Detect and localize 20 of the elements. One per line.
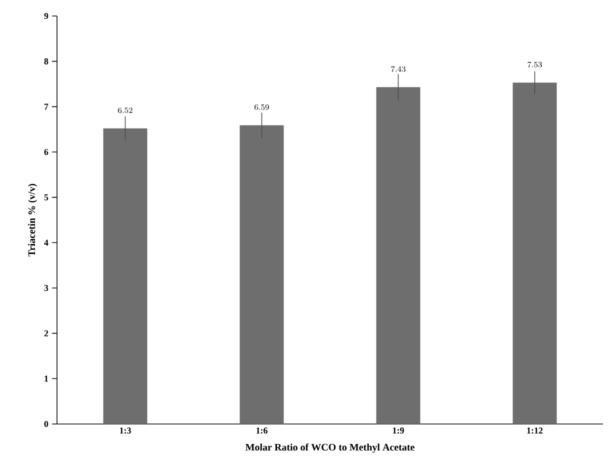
x-tick-label: 1:3: [120, 428, 131, 434]
y-tick-label: 2: [44, 330, 48, 336]
x-tick-label: 1:9: [392, 428, 404, 434]
data-label: 7.43: [391, 66, 406, 72]
y-tick-label: 0: [44, 420, 48, 428]
y-axis-title: Triacetin % (v/v): [28, 184, 38, 256]
data-label: 6.52: [118, 108, 132, 114]
y-tick-label: 5: [44, 194, 48, 200]
y-tick-label: 6: [44, 148, 48, 156]
y-tick-label: 9: [44, 12, 48, 20]
x-axis-title: Molar Ratio of WCO to Methyl Acetate: [245, 443, 414, 453]
data-label: 6.59: [254, 104, 269, 110]
y-tick-label: 1: [44, 376, 48, 382]
data-label: 7.53: [528, 62, 542, 68]
y-tick-label: 8: [44, 58, 48, 64]
y-tick-label: 7: [44, 104, 48, 110]
y-tick-label: 3: [44, 284, 48, 292]
x-tick-label: 1:12: [527, 428, 543, 434]
y-tick-label: 4: [44, 240, 48, 246]
x-tick-label: 1:6: [256, 428, 268, 434]
